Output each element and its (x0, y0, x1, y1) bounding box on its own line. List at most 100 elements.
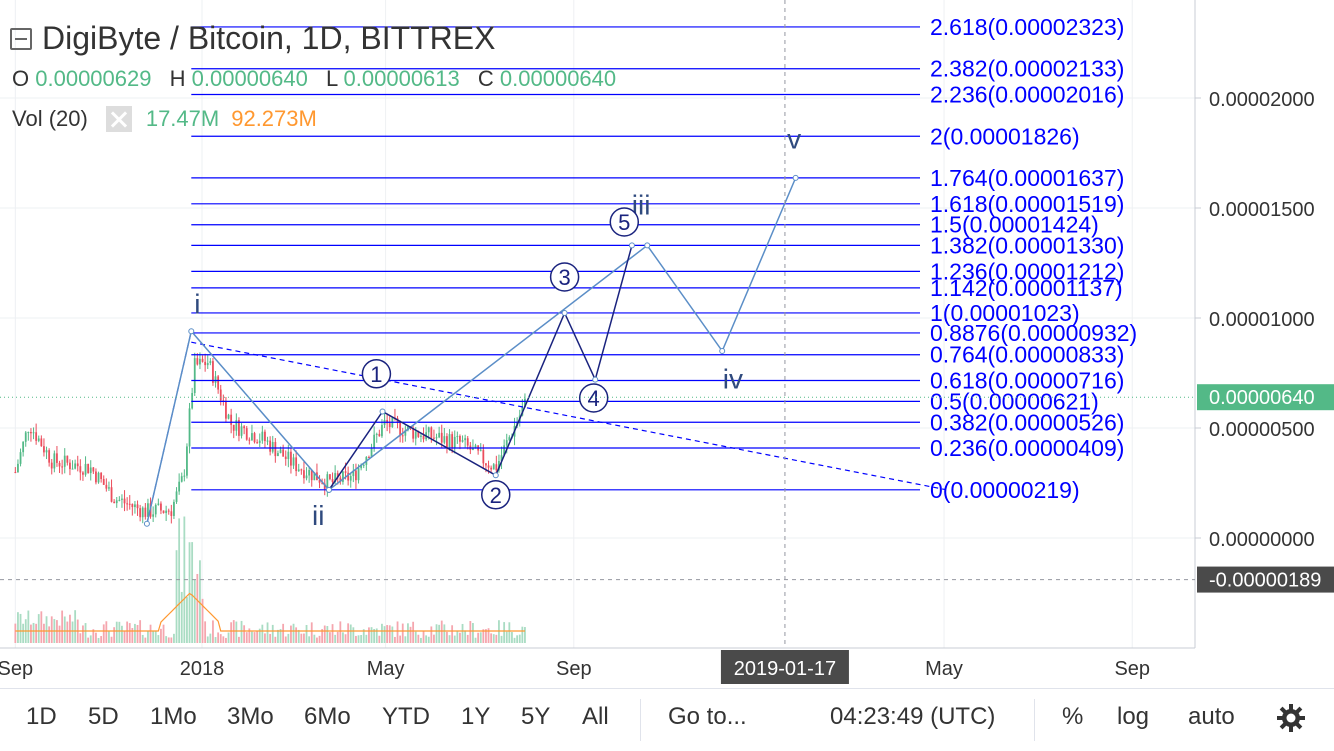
candle-body (167, 510, 170, 512)
volume-bar (485, 629, 487, 643)
wave-vertex (143, 520, 150, 527)
candle-body (271, 442, 274, 452)
candle-body (362, 464, 365, 466)
wave-label-circle (609, 207, 640, 237)
wave-label-circle (481, 480, 511, 510)
candle-body (381, 424, 383, 437)
ohlc-values: O 0.00000629 H 0.00000640 L 0.00000613 C… (12, 66, 628, 92)
range-1y-button[interactable]: 1Y (461, 703, 491, 730)
volume-bar (513, 637, 516, 643)
volume-bar (167, 637, 170, 643)
candle-body (196, 358, 199, 365)
volume-bar (516, 635, 519, 643)
candle-body (274, 442, 277, 457)
range-all-button[interactable]: All (582, 703, 609, 730)
auto-scale-button[interactable]: auto (1188, 703, 1235, 730)
volume-bar (469, 621, 472, 643)
candle-body (368, 457, 370, 459)
candle-body (417, 431, 420, 437)
wave-label: iv (723, 363, 743, 394)
candle-body (115, 500, 118, 504)
candle-body (495, 464, 498, 471)
candle-body (74, 463, 77, 469)
volume-bar (230, 622, 233, 643)
range-5y-button[interactable]: 5Y (521, 703, 551, 730)
range-1d-button[interactable]: 1D (26, 703, 57, 730)
candle-body (266, 440, 269, 442)
volume-bar (222, 636, 225, 643)
candle-body (440, 432, 443, 443)
high-value: 0.00000640 (191, 66, 308, 91)
volume-bar (461, 623, 464, 643)
hide-volume-icon[interactable] (105, 106, 132, 132)
volume-bar (102, 624, 105, 643)
candle-body (136, 504, 139, 509)
candle-body (66, 455, 69, 463)
volume-bar (490, 633, 493, 643)
volume-bar (503, 622, 506, 643)
candle-body (261, 431, 264, 441)
fib-level-label: 0.382(0.00000526) (930, 409, 1124, 435)
candle-body (485, 463, 487, 466)
range-3mo-button[interactable]: 3Mo (227, 703, 274, 730)
range-ytd-button[interactable]: YTD (382, 703, 430, 730)
range-5d-button[interactable]: 5D (88, 703, 119, 730)
close-label: C (477, 66, 494, 91)
volume-bar (22, 623, 25, 643)
volume-bar (459, 632, 461, 643)
current-price-tag-bg (1197, 384, 1334, 411)
candle-body (269, 440, 272, 452)
toolbar-divider (1034, 699, 1035, 741)
candle-body (183, 475, 186, 477)
volume-bar (219, 634, 222, 643)
candle-body (498, 460, 500, 471)
range-1mo-button[interactable]: 1Mo (150, 703, 197, 730)
candle-body (61, 466, 64, 468)
candle-body (160, 503, 162, 511)
range-6mo-button[interactable]: 6Mo (304, 703, 351, 730)
candle-body (53, 453, 56, 469)
subwave-path (328, 245, 633, 491)
goto-date-button[interactable]: Go to... (668, 703, 747, 730)
candle-body (305, 475, 308, 479)
candle-body (45, 450, 48, 453)
volume-bar (149, 624, 152, 643)
fib-level-label: 0.5(0.00000621) (930, 388, 1099, 414)
utc-clock[interactable]: 04:23:49 (UTC) (830, 703, 996, 730)
volume-bar (126, 621, 129, 643)
percent-scale-button[interactable]: % (1062, 703, 1084, 730)
candle-body (503, 445, 506, 456)
volume-bar (352, 627, 355, 643)
fib-level-label: 2.382(0.00002133) (930, 56, 1124, 82)
volume-bar (173, 633, 175, 643)
candle-body (290, 451, 292, 466)
candle-body (277, 453, 279, 457)
volume-bar (492, 634, 495, 643)
collapse-legend-icon[interactable] (10, 27, 32, 50)
volume-bar (40, 611, 43, 643)
candle-body (446, 436, 448, 449)
candle-body (464, 438, 467, 441)
candle-body (284, 456, 287, 460)
volume-bar (316, 637, 318, 643)
candle-body (349, 476, 352, 481)
wave-label-circle (578, 383, 609, 413)
candle-body (175, 491, 178, 502)
candle-body (373, 434, 376, 449)
volume-bar (240, 620, 243, 643)
volume-bar (97, 637, 100, 643)
candle-body (378, 433, 381, 437)
volume-bar (45, 616, 48, 643)
volume-bar (368, 627, 370, 643)
volume-bar (355, 635, 357, 643)
volume-bar (336, 631, 339, 643)
wave-vertex (379, 408, 386, 415)
log-scale-button[interactable]: log (1117, 703, 1150, 730)
volume-bar (329, 632, 331, 643)
gear-icon[interactable] (1276, 703, 1306, 733)
candle-body (505, 440, 508, 446)
candle-body (230, 414, 233, 425)
candle-body (352, 470, 355, 477)
volume-bar (287, 633, 290, 643)
